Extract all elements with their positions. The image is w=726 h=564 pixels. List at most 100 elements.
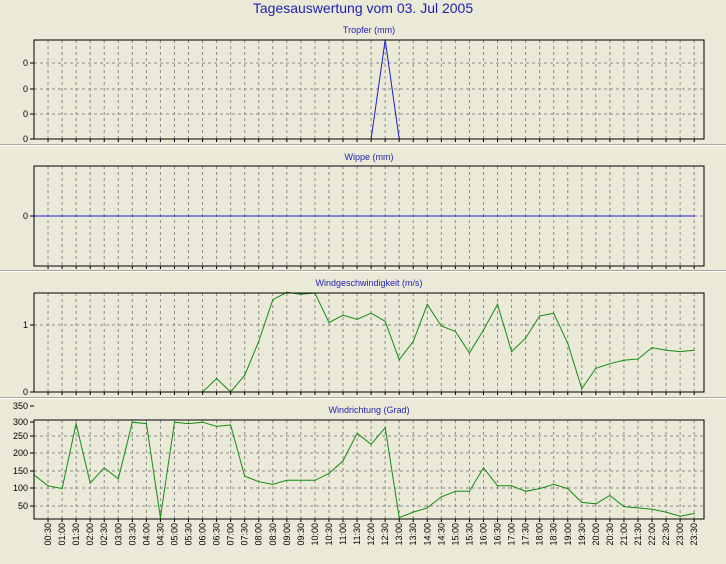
data-point xyxy=(258,340,260,343)
chart-title-windrichtung: Windrichtung (Grad) xyxy=(328,405,410,415)
data-point xyxy=(103,215,105,217)
y-tick-label: 50 xyxy=(18,501,28,511)
data-point xyxy=(356,318,358,320)
data-point xyxy=(244,475,246,477)
data-point xyxy=(539,488,541,490)
data-point xyxy=(581,215,583,217)
data-point xyxy=(553,215,555,217)
plot-area xyxy=(34,293,704,392)
x-tick-label: 22:30 xyxy=(661,523,671,546)
x-tick-label: 19:00 xyxy=(563,523,573,546)
data-point xyxy=(244,374,246,376)
data-point xyxy=(651,347,653,349)
data-point xyxy=(230,424,232,426)
data-point xyxy=(665,215,667,217)
data-point xyxy=(623,359,625,361)
x-tick-label: 11:30 xyxy=(352,523,362,545)
data-point xyxy=(651,508,653,510)
data-point xyxy=(384,215,386,217)
data-point xyxy=(216,377,218,380)
data-point xyxy=(131,215,133,217)
data-point xyxy=(651,215,653,217)
x-tick-label: 02:30 xyxy=(99,523,109,546)
data-point xyxy=(398,215,400,217)
x-tick-label: 06:00 xyxy=(198,523,208,546)
data-point xyxy=(173,215,176,217)
data-point xyxy=(637,507,639,509)
data-point xyxy=(300,479,302,481)
data-point xyxy=(511,351,513,353)
data-point xyxy=(426,303,428,305)
data-point xyxy=(525,337,527,339)
x-tick-label: 03:30 xyxy=(127,523,137,546)
data-point xyxy=(272,215,274,217)
x-tick-label: 12:30 xyxy=(380,523,390,546)
x-tick-label: 19:30 xyxy=(577,523,587,546)
data-point xyxy=(454,330,456,332)
data-point xyxy=(342,460,344,462)
data-point xyxy=(230,215,232,217)
data-point xyxy=(370,312,372,314)
x-tick-label: 21:30 xyxy=(633,523,643,546)
data-point xyxy=(482,329,485,331)
data-point xyxy=(328,322,330,324)
data-point xyxy=(426,507,428,509)
y-tick-label: 200 xyxy=(13,448,28,458)
plot-frame xyxy=(33,39,705,140)
data-point xyxy=(525,215,527,217)
data-point xyxy=(356,432,358,434)
x-tick-label: 20:00 xyxy=(591,523,601,546)
x-tick-label: 13:00 xyxy=(394,523,404,546)
data-point xyxy=(216,215,218,217)
x-tick-label: 22:00 xyxy=(647,523,657,546)
data-point xyxy=(567,488,569,490)
data-point xyxy=(328,215,330,217)
data-point xyxy=(440,215,442,217)
page-title: Tagesauswertung vom 03. Jul 2005 xyxy=(252,0,474,16)
data-point xyxy=(398,359,400,361)
data-point xyxy=(595,503,597,505)
x-tick-label: 15:00 xyxy=(450,523,460,546)
x-tick-label: 05:30 xyxy=(184,523,194,546)
data-point xyxy=(384,320,386,322)
data-point xyxy=(567,342,569,345)
x-tick-label: 14:30 xyxy=(436,523,446,546)
y-tick-label: 150 xyxy=(13,466,28,476)
plot-area xyxy=(34,40,704,139)
x-tick-label: 00:30 xyxy=(43,523,53,546)
data-point xyxy=(679,515,681,517)
data-point xyxy=(679,351,681,353)
data-point xyxy=(609,215,611,217)
data-point xyxy=(300,293,302,295)
data-point xyxy=(468,352,470,354)
data-point xyxy=(244,215,246,217)
series-line xyxy=(33,421,695,519)
data-point xyxy=(440,325,442,327)
data-point xyxy=(145,215,147,217)
data-point xyxy=(637,358,639,360)
data-point xyxy=(553,312,555,314)
data-point xyxy=(412,511,414,513)
data-point xyxy=(342,314,344,316)
data-point xyxy=(693,215,695,217)
data-point xyxy=(131,421,133,423)
data-point xyxy=(89,482,91,484)
x-tick-label: 23:00 xyxy=(675,523,685,546)
x-tick-label: 18:30 xyxy=(549,523,559,546)
x-tick-label: 01:00 xyxy=(57,523,67,546)
x-tick-label: 17:30 xyxy=(521,523,531,546)
data-point xyxy=(679,215,681,217)
chart-title-wippe: Wippe (mm) xyxy=(344,152,394,162)
data-point xyxy=(61,488,63,490)
x-tick-label: 09:00 xyxy=(282,523,292,546)
y-tick-label: 0 xyxy=(23,109,28,119)
data-point xyxy=(47,485,49,487)
data-point xyxy=(539,315,541,317)
data-point xyxy=(511,485,513,487)
data-point xyxy=(581,501,583,503)
data-point xyxy=(623,215,625,217)
x-tick-label: 05:00 xyxy=(170,523,180,546)
data-point xyxy=(637,215,639,217)
plot-frame xyxy=(33,419,705,520)
data-point xyxy=(412,215,414,217)
